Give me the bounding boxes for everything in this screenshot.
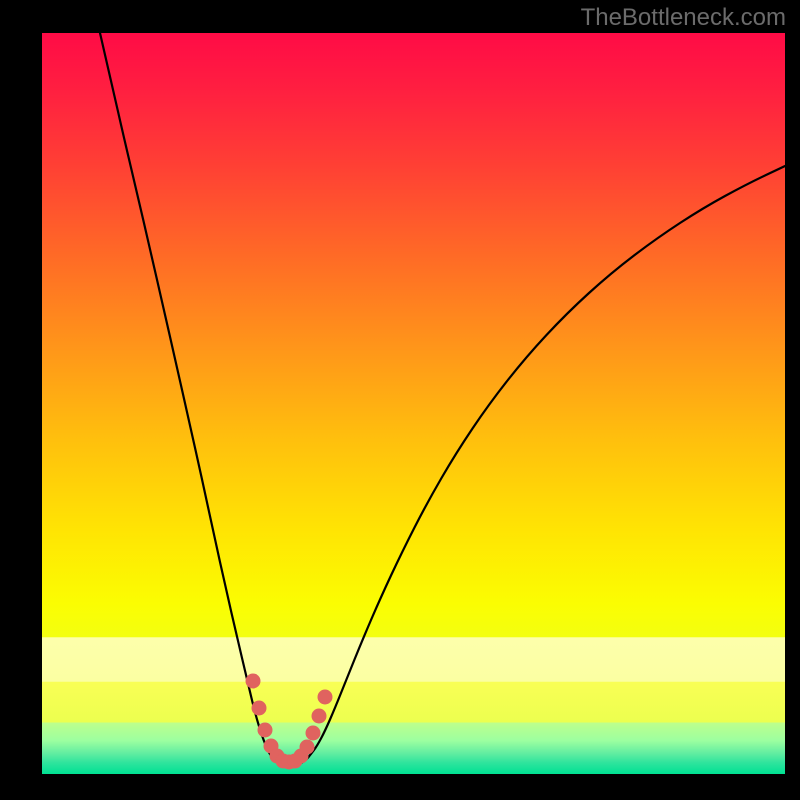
frame-right — [785, 0, 800, 800]
plot-area — [42, 33, 785, 774]
trough-marker — [318, 690, 333, 705]
chart-svg — [42, 33, 785, 774]
watermark-text: TheBottleneck.com — [581, 4, 786, 32]
gradient-background — [42, 33, 785, 774]
trough-marker — [306, 726, 321, 741]
trough-marker — [246, 674, 261, 689]
frame-left — [0, 0, 42, 800]
trough-marker — [312, 709, 327, 724]
frame-bottom — [0, 774, 800, 800]
trough-marker — [300, 740, 315, 755]
trough-marker — [252, 701, 267, 716]
trough-marker — [258, 723, 273, 738]
